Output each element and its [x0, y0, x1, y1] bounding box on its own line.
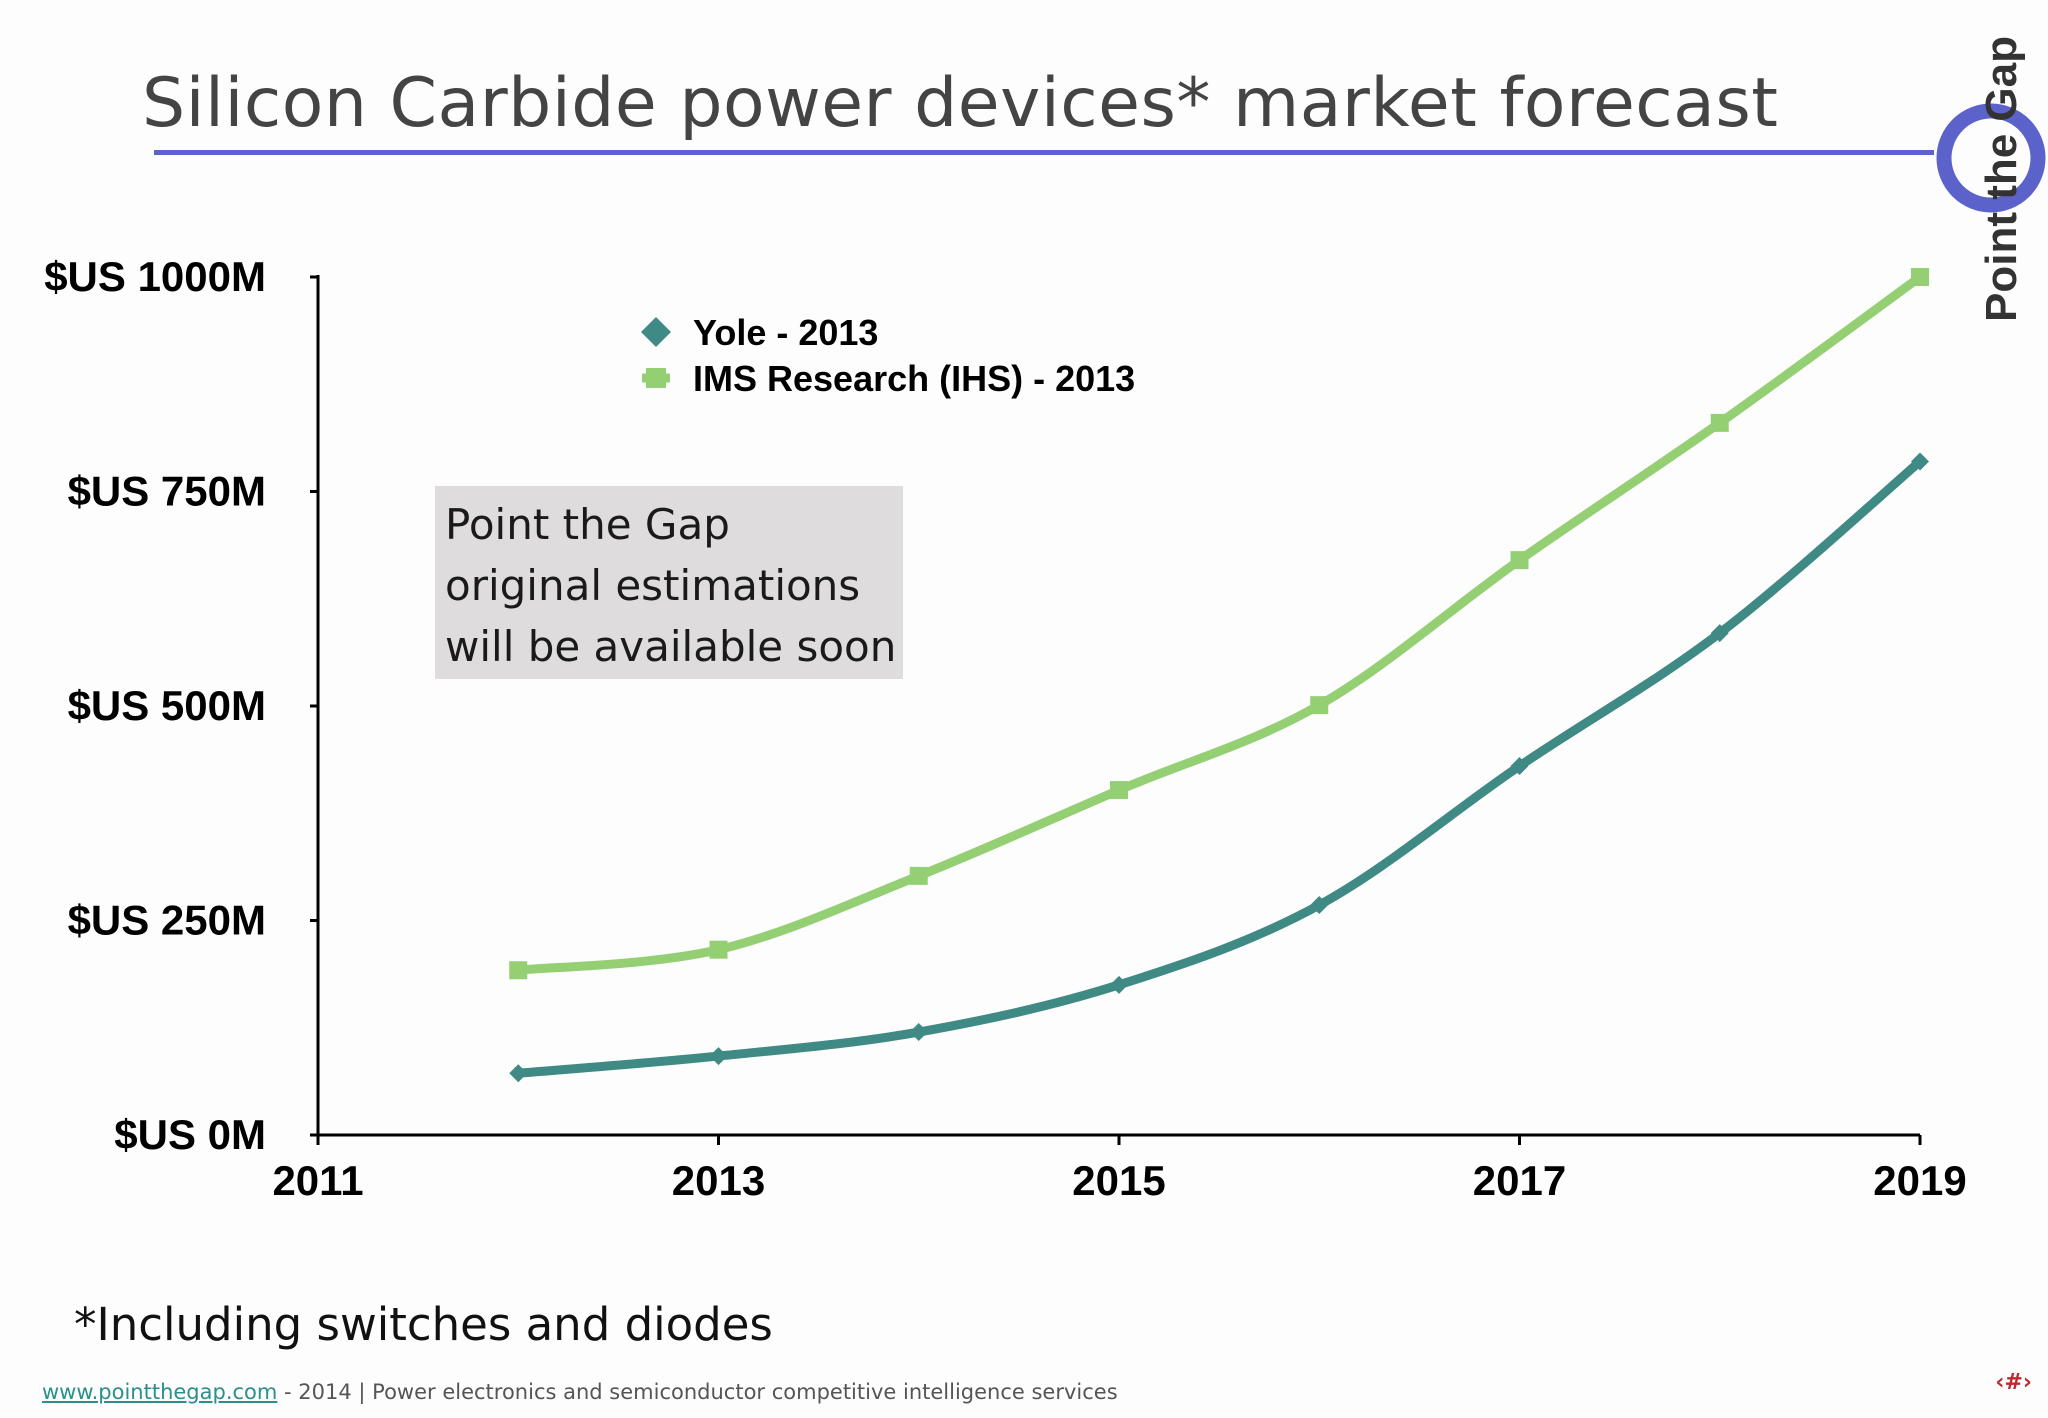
legend-label: IMS Research (IHS) - 2013: [693, 358, 1135, 399]
legend-label: Yole - 2013: [693, 312, 878, 353]
note-box: Point the Gap original estimations will …: [435, 486, 903, 679]
legend-marker-yole: [641, 317, 671, 347]
footnote: *Including switches and diodes: [74, 1298, 773, 1351]
data-point-yole: [1310, 896, 1329, 915]
data-point-ims: [1110, 781, 1128, 800]
logo-ring: [1936, 103, 2046, 213]
point-the-gap-logo: Point the Gap: [1936, 36, 2046, 322]
logo-text: Point the Gap: [1977, 36, 2026, 322]
data-point-yole: [509, 1064, 528, 1083]
footer-text: - 2014 | Power electronics and semicondu…: [277, 1380, 1118, 1404]
series-line-yole: [513, 456, 1925, 1078]
y-tick-label: $US 750M: [68, 468, 266, 515]
data-point-yole: [1911, 452, 1929, 471]
note-text: Point the Gap original estimations will …: [445, 500, 897, 671]
website-link[interactable]: www.pointthegap.com: [42, 1380, 278, 1404]
data-point-ims: [1310, 696, 1329, 715]
data-point-yole: [709, 1047, 728, 1066]
page-number: ‹#›: [1995, 1370, 2032, 1395]
y-tick-label: $US 1000M: [44, 253, 266, 300]
data-point-ims: [909, 866, 928, 885]
title-rule: [154, 150, 1934, 155]
data-point-yole: [1110, 975, 1128, 994]
x-tick-label: 2011: [272, 1157, 363, 1204]
x-tick-label: 2015: [1072, 1157, 1165, 1204]
data-point-ims: [1510, 551, 1529, 570]
x-tick-label: 2019: [1873, 1157, 1966, 1204]
y-tick-label: $US 500M: [68, 682, 266, 729]
data-point-yole: [909, 1023, 928, 1042]
data-point-yole: [1510, 757, 1529, 776]
data-point-yole: [1710, 624, 1729, 643]
x-tick-label: 2013: [672, 1157, 765, 1204]
page-title: Silicon Carbide power devices* market fo…: [142, 64, 1779, 143]
footer: www.pointthegap.com - 2014 | Power elect…: [42, 1380, 1118, 1404]
data-point-ims: [709, 940, 728, 959]
legend-marker-ims: [646, 368, 666, 388]
series-line-ims: [513, 272, 1925, 975]
y-tick-label: $US 0M: [114, 1111, 266, 1158]
x-tick-label: 2017: [1473, 1157, 1566, 1204]
data-point-ims: [1911, 268, 1929, 286]
data-point-ims: [1710, 413, 1729, 432]
y-tick-label: $US 250M: [68, 897, 266, 944]
data-point-ims: [509, 961, 528, 980]
